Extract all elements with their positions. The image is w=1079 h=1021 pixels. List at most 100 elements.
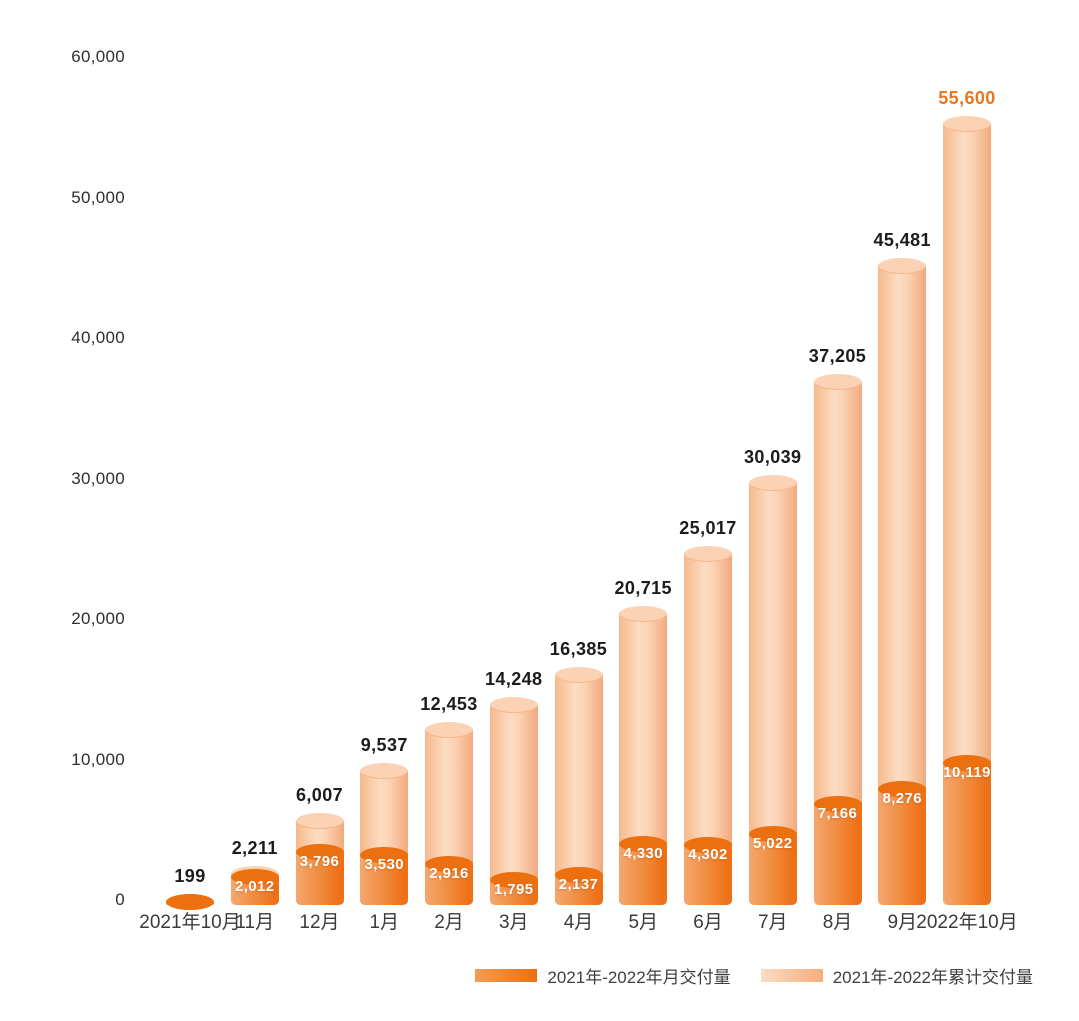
cumulative-value-label: 37,205: [808, 346, 867, 366]
cumulative-bar-top: [878, 258, 927, 274]
monthly-bar: [425, 856, 473, 905]
monthly-bar: [360, 847, 409, 905]
monthly-bar-top: [230, 869, 279, 885]
monthly-value-label: 3,796: [299, 853, 340, 870]
y-axis-tick-label: 0: [115, 890, 125, 909]
x-axis-category-label: 2022年10月: [916, 912, 1018, 933]
monthly-bar: [943, 755, 991, 905]
x-axis-category-label: 11月: [235, 912, 275, 933]
monthly-bar: [748, 826, 797, 905]
cumulative-bar-top: [943, 116, 991, 132]
cumulative-bar-body: [554, 675, 603, 905]
monthly-bar: [684, 837, 732, 905]
monthly-bar-body: [943, 763, 991, 905]
y-axis-tick-label: 50,000: [71, 187, 125, 207]
monthly-bar-body: [619, 844, 668, 905]
monthly-value-label: 5,022: [752, 835, 793, 852]
cumulative-bar-top: [360, 763, 409, 779]
monthly-bar-body: [295, 852, 344, 905]
legend-item-monthly: 2021年-2022年月交付量: [475, 963, 731, 988]
monthly-bar-body: [360, 855, 409, 905]
monthly-value-label: 3,530: [364, 856, 405, 873]
monthly-bar: [554, 867, 603, 905]
monthly-bar-top: [425, 856, 473, 872]
monthly-value-label: 7,166: [817, 805, 858, 822]
y-axis-tick-label: 30,000: [71, 468, 125, 488]
cumulative-bar: [554, 667, 603, 905]
cumulative-value-label: 25,017: [679, 518, 737, 538]
x-axis-category-label: 1月: [369, 912, 400, 933]
y-axis-tick-label: 10,000: [71, 749, 125, 769]
cumulative-value-label: 16,385: [549, 639, 608, 659]
cumulative-value-label: 14,248: [485, 669, 543, 689]
monthly-value-label: 2,916: [429, 865, 469, 882]
x-axis-category-label: 2021年10月: [139, 912, 241, 933]
monthly-bar-body: [748, 834, 797, 905]
monthly-bar-body: [684, 845, 732, 905]
cumulative-bar-top: [813, 374, 862, 390]
cumulative-bar-top: [489, 697, 538, 713]
monthly-bar-top: [619, 836, 668, 852]
cumulative-value-label: 20,715: [614, 578, 672, 598]
cumulative-bar: [489, 697, 538, 905]
monthly-bar: [230, 869, 279, 905]
monthly-value-label: 4,330: [623, 845, 664, 862]
legend-item-cumulative: 2021年-2022年累计交付量: [760, 963, 1033, 988]
cumulative-bar-top: [684, 546, 732, 562]
cumulative-value-label: 199: [174, 866, 206, 886]
y-axis-tick-label: 20,000: [71, 609, 125, 628]
y-axis-tick-label: 60,000: [71, 47, 125, 66]
x-axis-category-label: 3月: [498, 912, 529, 933]
cumulative-bar-top: [619, 606, 668, 622]
cumulative-value-label: 6,007: [295, 785, 344, 805]
cumulative-value-label: 2,211: [231, 838, 278, 858]
x-axis-category-label: 7月: [757, 912, 788, 933]
monthly-bar-top: [489, 872, 538, 888]
monthly-bar-top: [554, 867, 603, 883]
monthly-bar: [489, 872, 538, 905]
cumulative-value-label: 45,481: [873, 230, 931, 250]
legend-label-monthly: 2021年-2022年月交付量: [547, 968, 731, 987]
monthly-value-label: 2,012: [234, 878, 275, 895]
cumulative-bar-top: [295, 813, 344, 829]
x-axis-category-label: 2月: [434, 912, 464, 933]
cumulative-value-label: 9,537: [360, 735, 408, 755]
monthly-value-label: 8,276: [882, 790, 923, 807]
monthly-bar-top: [878, 781, 927, 797]
monthly-value-label: 1,795: [493, 881, 534, 898]
monthly-bar-top: [166, 894, 214, 910]
x-axis-category-label: 8月: [822, 912, 853, 933]
x-axis-category-label: 5月: [628, 912, 659, 933]
monthly-value-label: 4,302: [688, 846, 728, 863]
monthly-bar-top: [813, 796, 862, 812]
legend-label-cumulative: 2021年-2022年累计交付量: [832, 968, 1033, 987]
x-axis-category-label: 6月: [693, 912, 723, 933]
legend-swatch-monthly-icon: [475, 969, 538, 982]
cumulative-bar-top: [554, 667, 603, 683]
legend: 2021年-2022年月交付量 2021年-2022年累计交付量: [475, 963, 1033, 988]
x-axis-category-label: 12月: [299, 912, 340, 933]
monthly-bar: [813, 796, 862, 905]
x-axis-category-label: 4月: [563, 912, 594, 933]
cumulative-bar-top: [425, 722, 473, 738]
monthly-bar: [619, 836, 668, 905]
cumulative-value-label: 55,600: [938, 88, 996, 108]
monthly-bar: [166, 894, 214, 910]
monthly-bar-body: [878, 789, 927, 905]
monthly-bar: [295, 844, 344, 905]
cumulative-bar-top: [748, 475, 797, 491]
monthly-bar-top: [360, 847, 409, 863]
legend-swatch-cumulative-icon: [760, 969, 823, 982]
cumulative-value-label: 12,453: [420, 694, 478, 714]
monthly-bar-top: [684, 837, 732, 853]
monthly-bar-top: [748, 826, 797, 842]
monthly-bar-top: [943, 755, 991, 771]
cumulative-value-label: 30,039: [744, 447, 802, 467]
monthly-value-label: 10,119: [943, 764, 991, 781]
monthly-bar-top: [295, 844, 344, 860]
x-axis-category-label: 9月: [887, 912, 918, 933]
monthly-value-label: 2,137: [558, 876, 599, 893]
monthly-bar: [878, 781, 927, 905]
monthly-bar-body: [813, 804, 862, 905]
